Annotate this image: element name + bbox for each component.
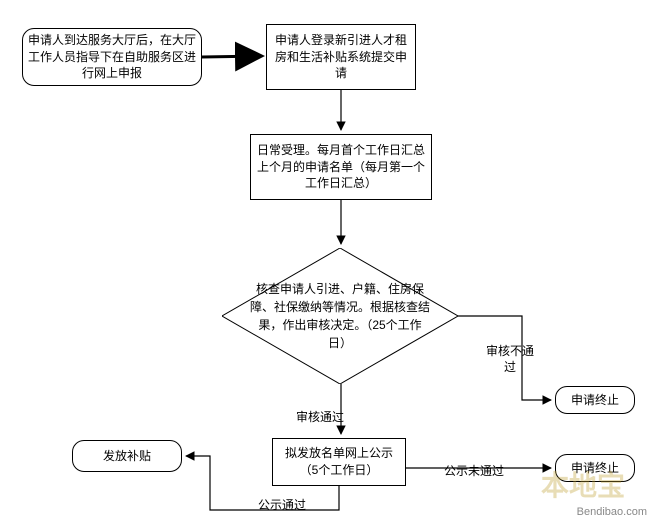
watermark-logo: 本地宝 [541,464,625,504]
edge-label-fail1: 审核不通过 [486,344,534,375]
flowchart-canvas: 申请人到达服务大厅后，在大厅工作人员指导下在自助服务区进行网上申报 申请人登录新… [0,0,655,524]
node-payout: 发放补贴 [72,440,182,472]
node-step2: 日常受理。每月首个工作日汇总上个月的申请名单（每月第一个工作日汇总） [250,134,432,200]
node-publish: 拟发放名单网上公示（5个工作日） [272,438,406,486]
edge-start-step1 [202,56,262,57]
node-publish-text: 拟发放名单网上公示（5个工作日） [277,445,401,479]
edge-label-fail2: 公示未通过 [444,464,504,480]
watermark-url: Bendibao.com [577,506,647,518]
node-decision-label: 核查申请人引进、户籍、住房保障、社保缴纳等情况。根据核查结果，作出审核决定。（2… [250,272,430,360]
edge-label-pass2: 公示通过 [258,498,306,514]
node-decision: 核查申请人引进、户籍、住房保障、社保缴纳等情况。根据核查结果，作出审核决定。（2… [222,248,458,384]
node-payout-text: 发放补贴 [103,448,151,465]
node-step1-text: 申请人登录新引进人才租房和生活补贴系统提交申请 [271,32,411,82]
node-decision-text: 核查申请人引进、户籍、住房保障、社保缴纳等情况。根据核查结果，作出审核决定。（2… [250,280,430,352]
node-start-text: 申请人到达服务大厅后，在大厅工作人员指导下在自助服务区进行网上申报 [27,32,197,82]
node-step1: 申请人登录新引进人才租房和生活补贴系统提交申请 [266,24,416,90]
node-start: 申请人到达服务大厅后，在大厅工作人员指导下在自助服务区进行网上申报 [22,28,202,86]
edge-label-pass1: 审核通过 [296,410,344,426]
node-step2-text: 日常受理。每月首个工作日汇总上个月的申请名单（每月第一个工作日汇总） [255,142,427,192]
node-reject1-text: 申请终止 [571,392,619,409]
node-reject1: 申请终止 [555,386,635,414]
